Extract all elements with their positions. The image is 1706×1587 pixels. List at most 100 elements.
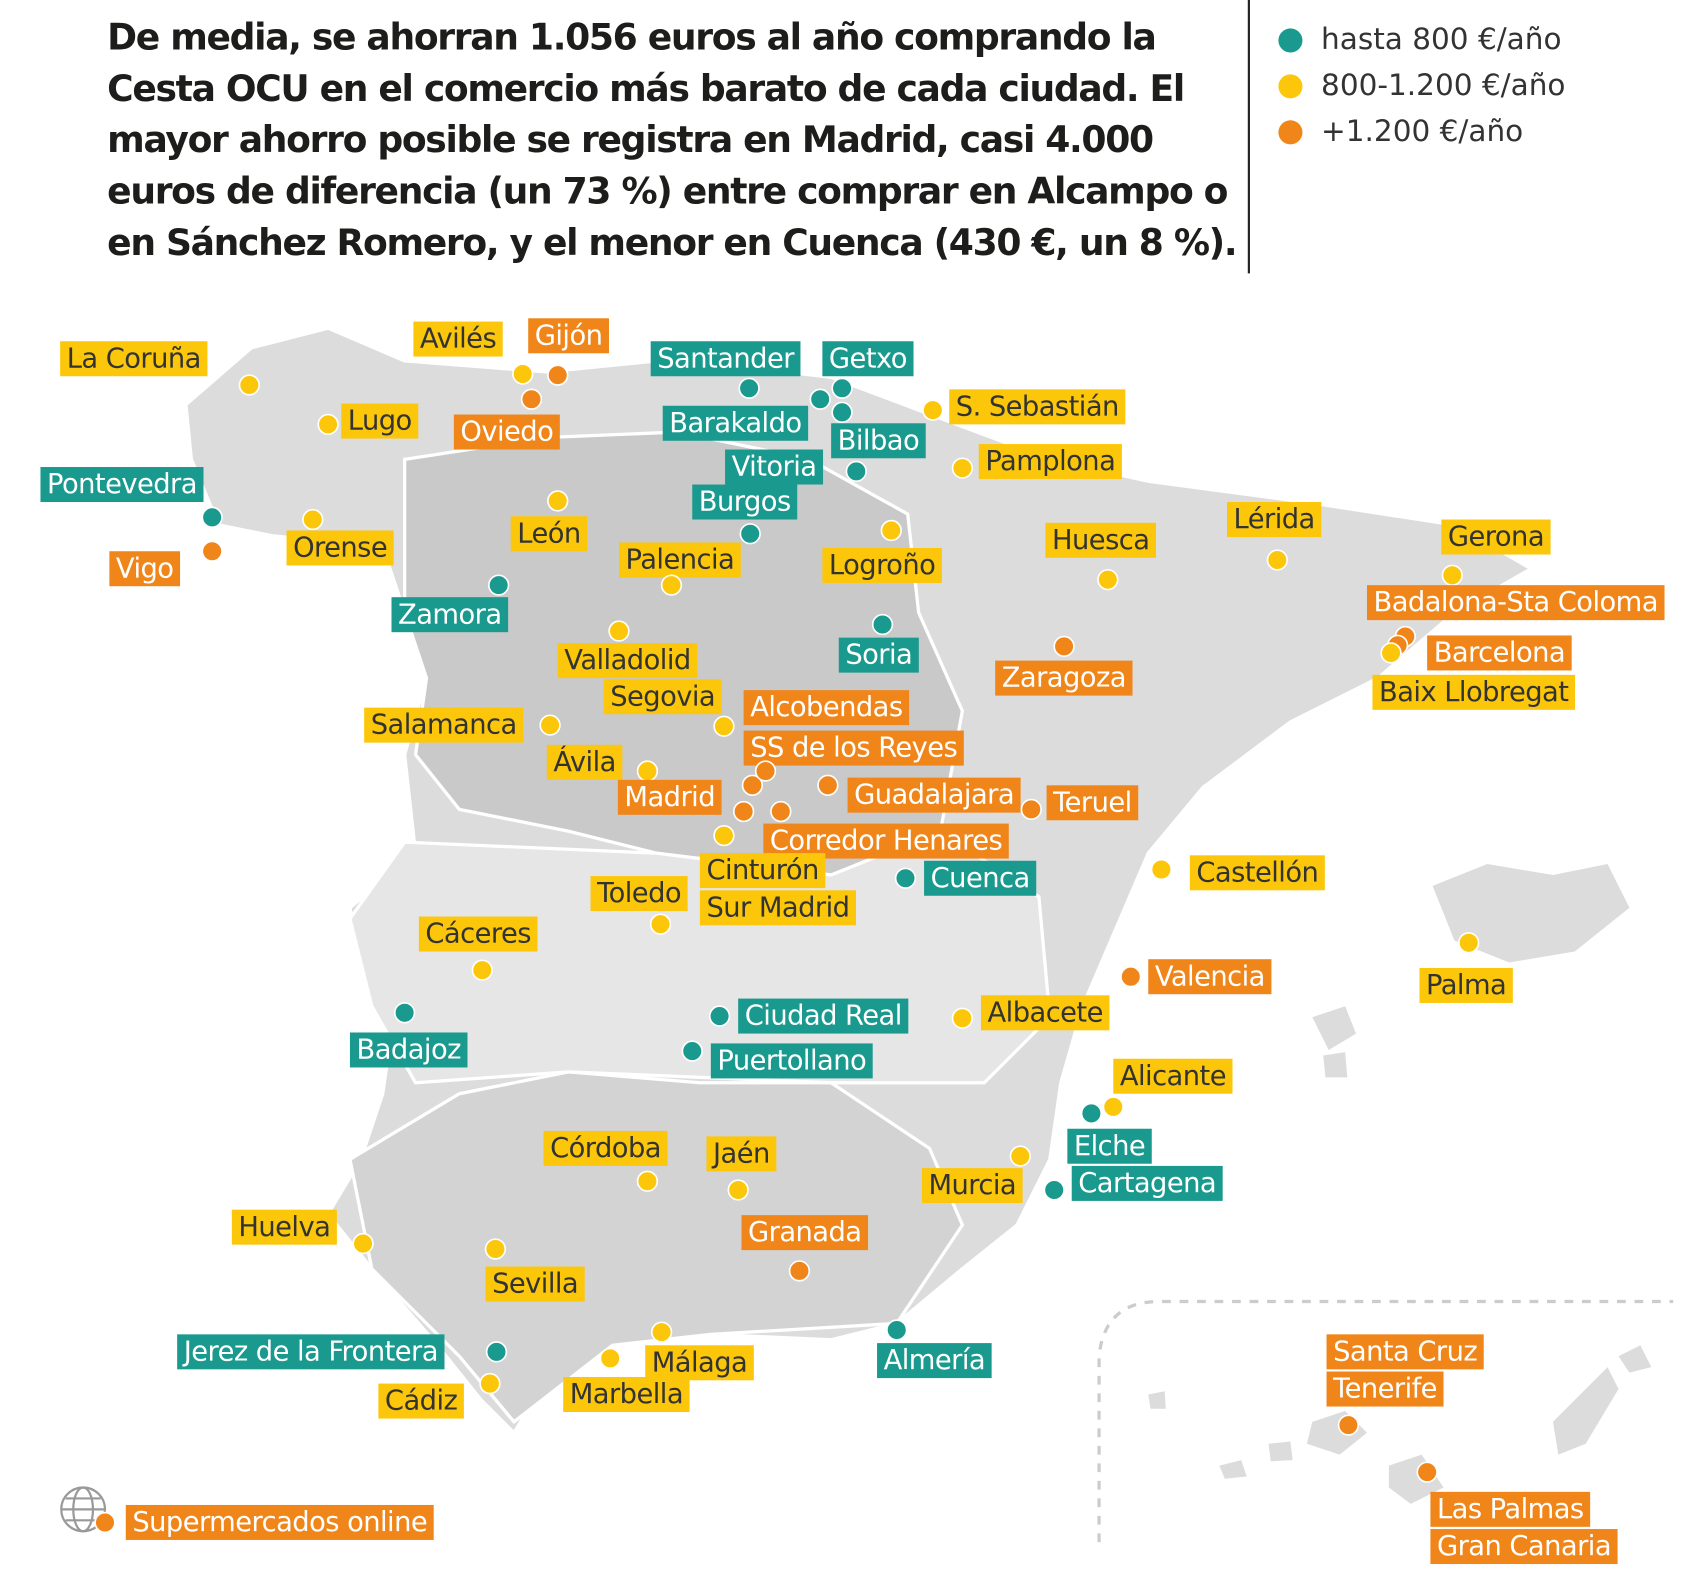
city-dot: [754, 760, 777, 782]
city-label: Toledo: [596, 878, 681, 909]
legend-dot: [1278, 74, 1303, 99]
city-label: Pontevedra: [47, 469, 197, 500]
city-label-box: [286, 530, 394, 566]
city: Lugo: [317, 403, 419, 439]
city-label-box: [590, 876, 688, 912]
city-label-box: [485, 1266, 585, 1302]
city-label: Barcelona: [1434, 638, 1565, 669]
title-line: De media, se ahorran 1.056 euros al año …: [107, 16, 1155, 58]
city-label-box: [1326, 1334, 1484, 1370]
city: Cinturón Sur Madrid: [699, 824, 856, 926]
city-label: León: [517, 518, 580, 549]
city-label-box: [1046, 785, 1139, 821]
cities: La Coruña Avilés Gijón Oviedo Lugo Santander G…: [40, 318, 1665, 1565]
city-label: Supermercados online: [132, 1507, 427, 1538]
city-label-box: [822, 547, 942, 583]
title-line: en Sánchez Romero, y el menor en Cuenca …: [107, 222, 1236, 264]
city-label: Segovia: [610, 681, 715, 712]
city-dot: [660, 574, 683, 596]
city-label-box: [877, 1343, 992, 1379]
city: Burgos: [692, 484, 798, 545]
city: Córdoba: [543, 1130, 668, 1192]
city-label-box: [763, 823, 1009, 859]
city-label: Murcia: [928, 1170, 1016, 1201]
city-label: S. Sebastián: [956, 391, 1119, 422]
city-label-box: [557, 643, 698, 679]
city-label: Vigo: [116, 553, 174, 584]
city-label-box: [177, 1334, 445, 1370]
city-dot: [94, 1511, 116, 1534]
city: Málaga: [645, 1321, 754, 1381]
city-dot: [1458, 932, 1480, 954]
city-dot: [817, 774, 839, 796]
city-dot: [1416, 1461, 1438, 1483]
city-label: Orense: [293, 533, 387, 564]
city: Baix Llobregat: [1372, 642, 1576, 710]
city-label: Granada: [748, 1217, 861, 1248]
city: Sevilla: [484, 1238, 585, 1302]
balearic-shape: [1323, 1052, 1348, 1078]
title-line: mayor ahorro posible se registra en Madr…: [107, 119, 1153, 161]
city-label-box: [662, 405, 809, 441]
city-dot: [739, 523, 761, 545]
city: Madrid: [617, 779, 755, 823]
city-label: Soria: [845, 640, 912, 671]
city: S. Sebastián: [922, 389, 1126, 425]
city-dot: [512, 363, 534, 385]
city-label: Pamplona: [985, 446, 1115, 477]
city-dot: [1266, 549, 1288, 571]
canary-shape: [1148, 1391, 1166, 1409]
city: Pamplona: [951, 444, 1122, 480]
city: Segovia: [603, 679, 735, 737]
city-dot: [547, 490, 569, 512]
city: Badajoz: [349, 1002, 468, 1068]
city-label-box: [699, 853, 826, 889]
legend-label: +1.200 €/año: [1321, 114, 1523, 148]
city-label-box: [692, 484, 798, 520]
city-dot: [886, 1319, 908, 1341]
city-dot: [708, 1005, 731, 1027]
title-line: Cesta OCU en el comercio más barato de c…: [107, 68, 1184, 110]
city: Ciudad Real: [708, 998, 909, 1034]
city: Palma: [1419, 932, 1513, 1003]
city: Alicante: [1102, 1058, 1233, 1118]
city-label: Santa Cruz: [1333, 1336, 1477, 1367]
city-label-box: [1113, 1058, 1233, 1094]
title: De media, se ahorran 1.056 euros al año …: [107, 16, 1237, 264]
city-label-box: [1430, 1491, 1591, 1527]
city-label: Lérida: [1234, 504, 1315, 535]
city-dot: [871, 613, 894, 636]
city-label: Puertollano: [717, 1046, 866, 1077]
city-label-box: [1045, 522, 1157, 558]
city-label: Salamanca: [371, 710, 517, 741]
city-label-box: [1067, 1128, 1152, 1164]
city-label-box: [1430, 1529, 1618, 1565]
city-label-box: [618, 542, 741, 578]
city-label-box: [1227, 502, 1322, 538]
city-label: Madrid: [624, 782, 715, 813]
city-label-box: [838, 637, 919, 673]
city-label: Bilbao: [838, 425, 919, 456]
city-label: Cinturón: [706, 855, 818, 886]
city: Granada: [741, 1215, 869, 1282]
city: La Coruña: [60, 341, 261, 396]
city-label: Burgos: [699, 487, 791, 518]
city: Murcia: [921, 1145, 1031, 1204]
city: Avilés: [413, 321, 534, 385]
city: Guadalajara: [817, 774, 1021, 813]
city-label: Marbella: [570, 1379, 683, 1410]
city-dot: [599, 1347, 621, 1370]
city-dot: [770, 800, 792, 823]
city: Zamora: [391, 574, 510, 633]
city: Zaragoza: [995, 635, 1133, 696]
city: Gijón: [528, 318, 609, 386]
city: Badalona-Sta Coloma: [1366, 585, 1665, 648]
city: Lérida: [1227, 502, 1322, 571]
city: Huelva: [231, 1209, 374, 1255]
city-label-box: [980, 995, 1110, 1031]
city-label: Alicante: [1120, 1061, 1226, 1092]
city-dot: [922, 399, 944, 421]
canary-frame: [1097, 1299, 1674, 1543]
city: Orense: [286, 508, 394, 566]
legend-dot: [1278, 28, 1303, 53]
